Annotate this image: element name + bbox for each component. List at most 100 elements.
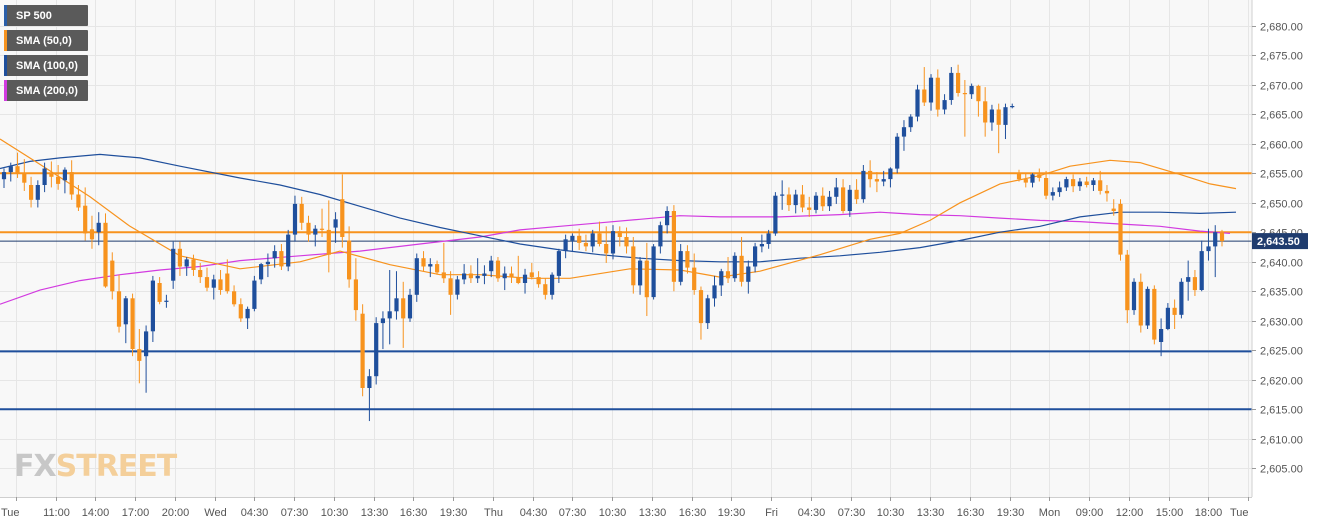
candle-body	[218, 279, 223, 290]
candle-body	[150, 280, 155, 332]
candle-body	[137, 349, 142, 361]
candle-body	[116, 291, 122, 327]
candle-body	[495, 260, 501, 279]
candle-body	[204, 277, 210, 288]
legend-item-sma50[interactable]: SMA (50,0)	[4, 30, 88, 51]
candle-body	[1192, 277, 1197, 291]
candle-body	[286, 234, 291, 267]
candle-body	[969, 85, 974, 95]
x-tick-label: 20:00	[162, 507, 190, 519]
candle-body	[279, 251, 284, 267]
legend-swatch	[4, 5, 7, 26]
logo-street: STREET	[55, 449, 178, 484]
candle-body	[671, 211, 676, 282]
candle-body	[1138, 281, 1143, 326]
candle-body	[1179, 281, 1184, 315]
candle-body	[232, 291, 237, 305]
candle-body	[62, 169, 67, 181]
x-tick-label: 17:00	[122, 507, 150, 519]
candle-body	[712, 285, 717, 299]
candle-body	[590, 233, 595, 247]
candle-body	[272, 251, 277, 259]
candle-body	[353, 279, 358, 311]
candle-body	[983, 101, 988, 123]
price-tag-label: 2,643.50	[1257, 236, 1300, 248]
candle-body	[1199, 251, 1204, 290]
candle-body	[732, 255, 737, 279]
candle-body	[956, 72, 961, 93]
candle-body	[367, 376, 372, 388]
y-tick-label: 2,670.00	[1260, 81, 1303, 93]
candle-body	[347, 240, 352, 280]
x-tick-label: 04:30	[798, 507, 826, 519]
x-tick-label: 13:30	[361, 507, 389, 519]
x-tick-label: 07:30	[838, 507, 866, 519]
candle-body	[475, 275, 480, 279]
candle-body	[922, 89, 927, 103]
candle-body	[1071, 179, 1076, 187]
x-tick-label: 07:30	[281, 507, 309, 519]
y-tick-label: 2,615.00	[1260, 405, 1303, 417]
candle-body	[1077, 181, 1082, 187]
candle-body	[1084, 181, 1089, 185]
candle-body	[1111, 208, 1116, 211]
x-tick-label: 18:00	[1195, 507, 1223, 519]
candle-body	[516, 277, 521, 283]
candle-body	[455, 279, 460, 295]
candle-body	[1050, 192, 1055, 196]
y-tick-label: 2,650.00	[1260, 199, 1303, 211]
candle-body	[407, 294, 413, 319]
candle-body	[719, 271, 724, 286]
candle-body	[644, 260, 649, 298]
legend-item-sma200[interactable]: SMA (200,0)	[4, 80, 88, 101]
candle-body	[394, 298, 399, 312]
candle-body	[441, 272, 446, 279]
candle-body	[1091, 180, 1096, 185]
x-tick-label: Wed	[204, 507, 226, 519]
y-tick-label: 2,630.00	[1260, 317, 1303, 329]
candle-body	[130, 298, 135, 349]
x-tick-label: 10:30	[877, 507, 905, 519]
x-tick-label: 13:30	[917, 507, 945, 519]
candle-body	[678, 251, 683, 282]
candle-body	[759, 244, 764, 247]
candle-body	[1016, 173, 1022, 180]
candle-body	[577, 235, 582, 243]
x-tick-label: 10:30	[321, 507, 349, 519]
candle-body	[489, 260, 494, 272]
candle-body	[333, 219, 338, 228]
candle-body	[56, 176, 61, 184]
legend-item-sma100[interactable]: SMA (100,0)	[4, 55, 88, 76]
candle-body	[597, 233, 602, 244]
candle-body	[198, 270, 203, 278]
legend-swatch	[4, 55, 7, 76]
candle-body	[942, 100, 947, 110]
candle-body	[387, 311, 392, 319]
legend-swatch	[4, 30, 7, 51]
candle-body	[820, 195, 825, 207]
x-tick-label: Tue	[1, 507, 20, 519]
candle-body	[665, 211, 670, 226]
candle-body	[847, 189, 852, 211]
candle-body	[502, 273, 507, 279]
legend-item-sp500[interactable]: SP 500	[4, 5, 88, 26]
x-tick-label: 09:00	[1076, 507, 1104, 519]
candle-body	[861, 170, 866, 200]
x-tick-label: 16:30	[400, 507, 428, 519]
candle-body	[306, 222, 311, 235]
price-tag-box	[1252, 233, 1308, 250]
x-tick-label: 15:00	[1156, 507, 1184, 519]
y-tick-label: 2,620.00	[1260, 376, 1303, 388]
candle-body	[374, 323, 379, 377]
candle-body	[1037, 174, 1042, 178]
candle-body	[1104, 190, 1110, 194]
candle-body	[157, 283, 162, 302]
candle-body	[1213, 232, 1218, 247]
candle-body	[793, 194, 798, 206]
candle-body	[401, 298, 406, 319]
x-tick-label: 10:30	[599, 507, 627, 519]
candle-body	[1030, 174, 1035, 183]
candle-body	[89, 229, 95, 240]
candle-body	[1206, 246, 1211, 252]
candle-body	[462, 273, 467, 280]
